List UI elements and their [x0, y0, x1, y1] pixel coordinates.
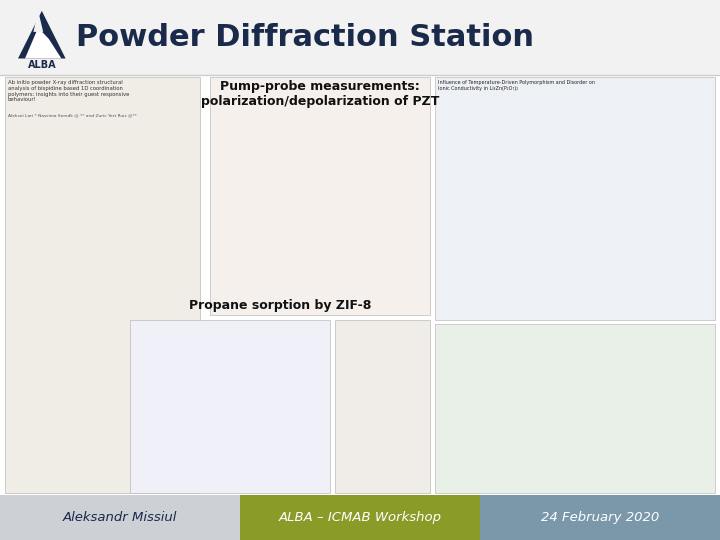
Text: Pump-probe measurements:
polarization/depolarization of PZT: Pump-probe measurements: polarization/de… — [201, 80, 439, 108]
Bar — [480, 495, 720, 540]
Text: ALBA – ICMAB Workshop: ALBA – ICMAB Workshop — [279, 511, 441, 524]
Text: Powder Diffraction Station: Powder Diffraction Station — [76, 23, 534, 52]
Bar — [435, 324, 715, 493]
Text: Ab initio powder X-ray diffraction structural
analysis of bispidine based 1D coo: Ab initio powder X-ray diffraction struc… — [8, 80, 130, 103]
Bar — [240, 495, 480, 540]
Text: ALBA: ALBA — [27, 60, 56, 71]
Bar — [0, 495, 240, 540]
Text: Propane sorption by ZIF-8: Propane sorption by ZIF-8 — [189, 299, 372, 312]
Bar — [0, 0, 720, 75]
Text: Influence of Temperature-Driven Polymorphism and Disorder on
Ionic Conductivity : Influence of Temperature-Driven Polymorp… — [438, 80, 595, 91]
Bar — [435, 77, 715, 320]
Polygon shape — [25, 28, 61, 58]
Bar — [5, 77, 200, 493]
Text: Aleksei Lari * Nassima Semdk @ ** and Zuric Yert Ruiz @**: Aleksei Lari * Nassima Semdk @ ** and Zu… — [8, 113, 137, 117]
Text: Aleksandr Missiul: Aleksandr Missiul — [63, 511, 177, 524]
Polygon shape — [33, 11, 43, 32]
Text: 24 February 2020: 24 February 2020 — [541, 511, 659, 524]
Bar — [210, 77, 430, 315]
Polygon shape — [18, 11, 66, 58]
Bar — [335, 320, 430, 493]
Bar — [130, 320, 330, 493]
